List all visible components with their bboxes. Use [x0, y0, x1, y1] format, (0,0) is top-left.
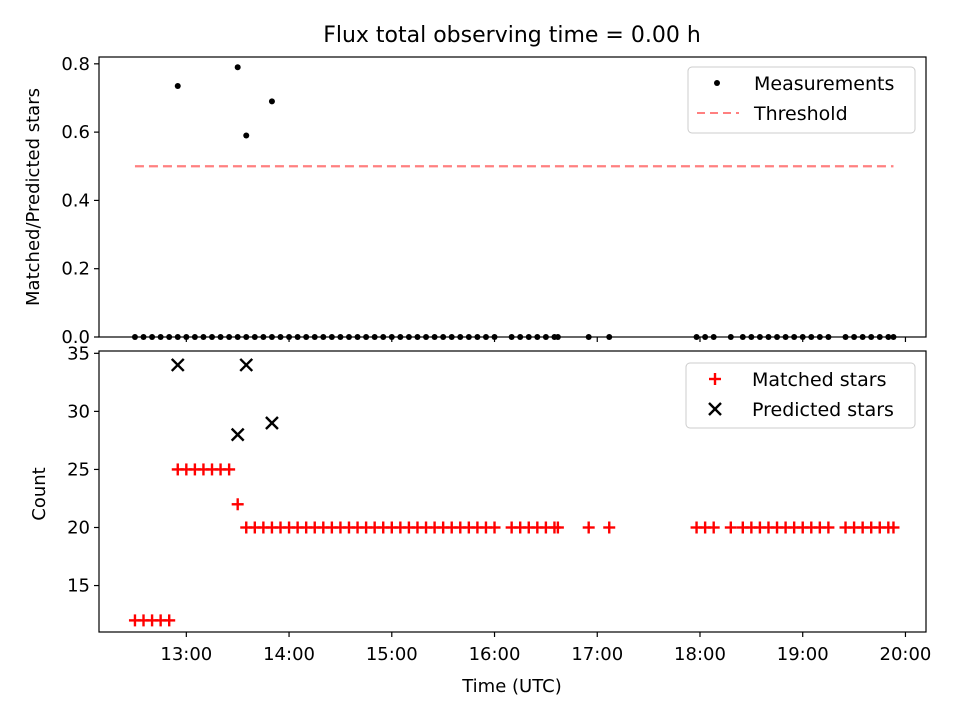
bottom-ytick-label: 15: [67, 576, 90, 597]
predicted-stars-point: [170, 358, 185, 372]
top-ytick-label: 0.6: [61, 122, 90, 143]
predicted-stars-point: [265, 416, 279, 430]
bottom-xtick-label: 17:00: [571, 644, 623, 665]
bottom-xtick-label: 16:00: [469, 644, 521, 665]
figure-title: Flux total observing time = 0.00 h: [323, 23, 701, 48]
legend-matched-label: Matched stars: [752, 369, 886, 391]
top-panel: Matched/Predicted stars 0.00.20.40.60.8 …: [23, 54, 927, 348]
bottom-y-axis-label: Count: [29, 467, 50, 520]
bottom-ytick-label: 30: [67, 401, 90, 422]
legend-predicted-label: Predicted stars: [752, 399, 894, 421]
matched-stars-point: [488, 521, 501, 534]
matched-stars-point: [887, 521, 900, 534]
legend-matched-marker: [709, 373, 721, 385]
measurement-point: [268, 98, 275, 105]
top-ytick-label: 0.8: [61, 54, 90, 75]
top-ytick-label: 0.4: [61, 190, 90, 211]
predicted-stars-point: [239, 358, 254, 372]
measurement-point: [234, 64, 241, 71]
bottom-legend-box: [685, 362, 916, 429]
bottom-ytick-label: 35: [67, 343, 90, 364]
matched-stars-point: [822, 521, 835, 534]
matched-stars-point: [724, 521, 737, 534]
bottom-ytick-label: 20: [67, 517, 90, 538]
legend-measurements-marker: [714, 80, 720, 86]
matched-stars-point: [603, 521, 616, 534]
matched-stars-point: [163, 614, 176, 627]
matched-stars-point: [707, 521, 720, 534]
bottom-ytick-label: 25: [67, 459, 90, 480]
top-ytick-label: 0.2: [61, 259, 90, 280]
bottom-marks-group: [128, 358, 900, 627]
bottom-xtick-label: 19:00: [777, 644, 829, 665]
bottom-xtick-label: 18:00: [674, 644, 726, 665]
bottom-xtick-label: 13:00: [160, 644, 212, 665]
matched-stars-point: [551, 521, 564, 534]
legend-threshold-label: Threshold: [753, 103, 848, 125]
bottom-xtick-label: 20:00: [880, 644, 932, 665]
top-plot-frame: [98, 56, 927, 338]
measurement-point: [243, 132, 250, 139]
top-ticks-group: 0.0 0.2 0.4 0.6 0.8: [61, 54, 907, 348]
predicted-stars-point: [230, 427, 245, 442]
bottom-legend: Matched stars Predicted stars: [685, 362, 916, 429]
top-ytick-label: 0.0: [61, 327, 90, 348]
top-y-axis-label: Matched/Predicted stars: [23, 88, 44, 306]
bottom-xtick-label: 15:00: [366, 644, 418, 665]
bottom-panel: Count Time (UTC) 15 20 25 30 35 13:00 14:00 15:…: [29, 343, 931, 697]
measurement-point: [174, 83, 181, 90]
bottom-ticks-group: 15 20 25 30 35 13:00 14:00 15:00 16:00 17:00 18:00…: [67, 343, 931, 665]
legend-predicted-marker: [708, 402, 722, 416]
top-legend: Measurements Threshold: [687, 66, 916, 134]
bottom-plot-frame: [98, 350, 927, 633]
legend-measurements-label: Measurements: [754, 73, 894, 95]
bottom-x-axis-label: Time (UTC): [461, 676, 562, 697]
matched-stars-point: [223, 463, 236, 476]
top-legend-box: [687, 66, 916, 134]
bottom-xtick-label: 14:00: [263, 644, 315, 665]
matched-stars-point: [582, 521, 595, 534]
matched-stars-point: [231, 498, 244, 511]
